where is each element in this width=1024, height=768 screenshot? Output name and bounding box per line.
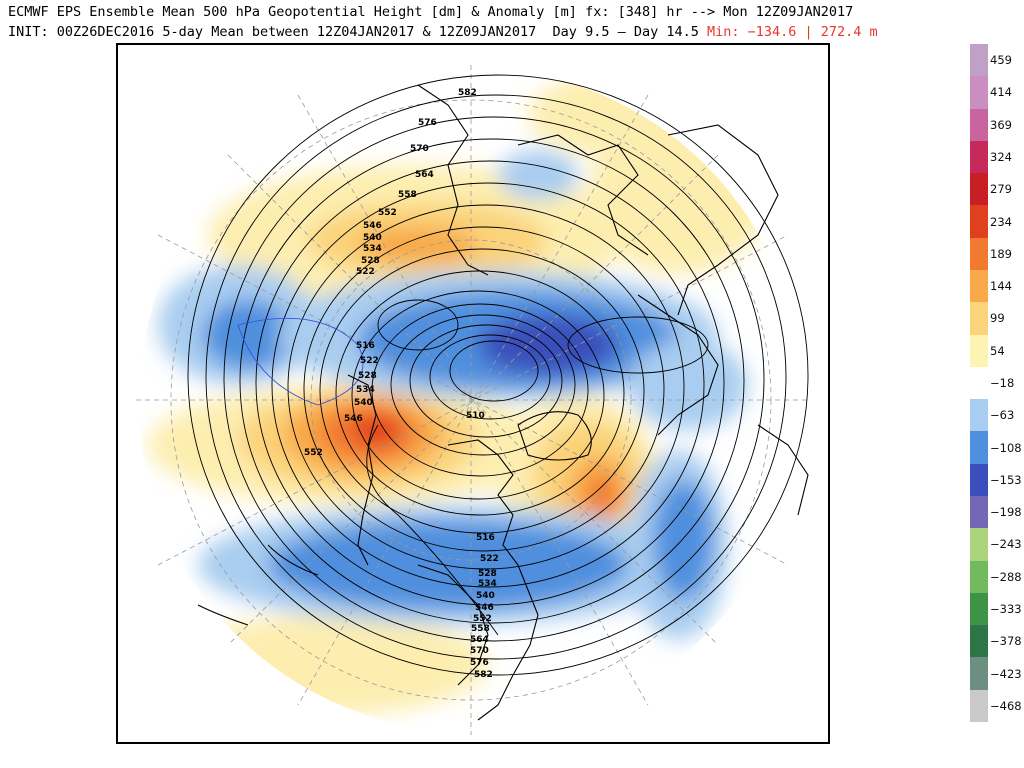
colorbar-label: −243 — [990, 537, 1022, 552]
colorbar-swatch — [970, 689, 988, 723]
colorbar-swatch — [970, 270, 988, 303]
contour-label: 534 — [356, 385, 375, 395]
contour-label: 558 — [471, 624, 490, 634]
contour-label: 522 — [480, 554, 499, 564]
contour-label: 576 — [470, 658, 489, 668]
colorbar-tick-labels: 459 414 369 324 279 234 189 144 99 54 −18 −63 −108 −1… — [990, 44, 1024, 722]
contour-label: 570 — [410, 144, 429, 154]
contour-label: 534 — [478, 579, 497, 589]
contour-label: 522 — [360, 356, 379, 366]
anomaly-shading — [148, 70, 768, 715]
contour-label: 540 — [476, 591, 495, 601]
colorbar-swatch — [970, 560, 988, 594]
colorbar-swatch — [970, 108, 988, 142]
colorbar-swatch — [970, 431, 988, 465]
contour-label: 546 — [363, 221, 382, 231]
contour-labels: 582 576 570 564 558 552 546 540 534 528 … — [304, 88, 499, 680]
colorbar-label: 234 — [990, 214, 1012, 229]
colorbar-swatch — [970, 399, 988, 432]
colorbar-label: −198 — [990, 505, 1022, 520]
contour-label: 576 — [418, 118, 437, 128]
contour-label: 528 — [361, 256, 380, 266]
colorbar-label: 189 — [990, 246, 1012, 261]
contour-label: 516 — [476, 533, 495, 543]
colorbar-swatch — [970, 528, 988, 562]
colorbar-label: 324 — [990, 150, 1012, 164]
contour-label: 552 — [378, 208, 397, 218]
contour-label: 564 — [470, 635, 489, 645]
contour-label: 582 — [458, 88, 477, 98]
contour-label: 540 — [363, 233, 382, 243]
colorbar-label: 54 — [990, 343, 1005, 358]
contour-label: 516 — [356, 341, 375, 351]
colorbar-label: 459 — [990, 53, 1012, 68]
contour-label: 546 — [344, 414, 363, 424]
polar-map: 582 576 570 564 558 552 546 540 534 528 … — [136, 65, 809, 735]
contour-label: 528 — [478, 569, 497, 579]
colorbar-swatch — [970, 44, 988, 77]
colorbar-label: −333 — [990, 602, 1022, 616]
graticule — [136, 65, 808, 735]
colorbar-label: −288 — [990, 569, 1022, 584]
colorbar-label: −423 — [990, 666, 1022, 681]
contour-label: 552 — [473, 614, 492, 624]
colorbar-label: 99 — [990, 311, 1005, 326]
contour-label: 582 — [474, 670, 493, 680]
colorbar-label: −108 — [990, 440, 1022, 455]
colorbar-label: −153 — [990, 472, 1022, 487]
contour-label: 522 — [356, 267, 375, 277]
contour-label: 552 — [304, 448, 323, 458]
colorbar-swatch — [970, 592, 988, 626]
colorbar-label: 414 — [990, 85, 1012, 100]
colorbar-swatch — [970, 463, 988, 497]
colorbar-label: −18 — [990, 376, 1015, 390]
map-panel: 582 576 570 564 558 552 546 540 534 528 … — [116, 43, 830, 744]
colorbar-swatch — [970, 237, 988, 271]
colorbar-label: −63 — [990, 408, 1015, 423]
colorbar-swatch — [970, 173, 988, 206]
contour-label: 528 — [358, 371, 377, 381]
colorbar-swatch — [970, 205, 988, 239]
chart-header: ECMWF EPS Ensemble Mean 500 hPa Geopoten… — [8, 2, 1018, 42]
contour-label: 534 — [363, 244, 382, 254]
colorbar-swatch — [970, 334, 988, 368]
min-max-text: Min: −134.6 | 272.4 m — [707, 24, 878, 40]
contour-label: 540 — [354, 398, 373, 408]
contour-label: 558 — [398, 190, 417, 200]
contour-label: 510 — [466, 411, 485, 421]
colorbar-label: 144 — [990, 279, 1012, 294]
title-line-2: INIT: 00Z26DEC2016 5-day Mean between 12… — [8, 22, 1018, 42]
colorbar-swatch — [970, 140, 988, 174]
colorbar-swatch — [970, 657, 988, 691]
anomaly-colorbar — [970, 44, 988, 723]
colorbar-swatch — [970, 496, 988, 529]
contour-label: 546 — [475, 603, 494, 613]
contour-label: 564 — [415, 170, 434, 180]
coastlines — [197, 84, 809, 721]
colorbar-label: 369 — [990, 117, 1012, 132]
colorbar-swatch — [970, 302, 988, 336]
contour-label: 570 — [470, 646, 489, 656]
colorbar-label: −378 — [990, 634, 1022, 649]
colorbar-swatch — [970, 76, 988, 110]
colorbar-label: 279 — [990, 182, 1012, 197]
init-period-text: INIT: 00Z26DEC2016 5-day Mean between 12… — [8, 24, 699, 40]
colorbar-swatch — [970, 366, 988, 400]
colorbar-label: −468 — [990, 698, 1022, 713]
colorbar-swatch — [970, 625, 988, 658]
title-line-1: ECMWF EPS Ensemble Mean 500 hPa Geopoten… — [8, 4, 854, 20]
